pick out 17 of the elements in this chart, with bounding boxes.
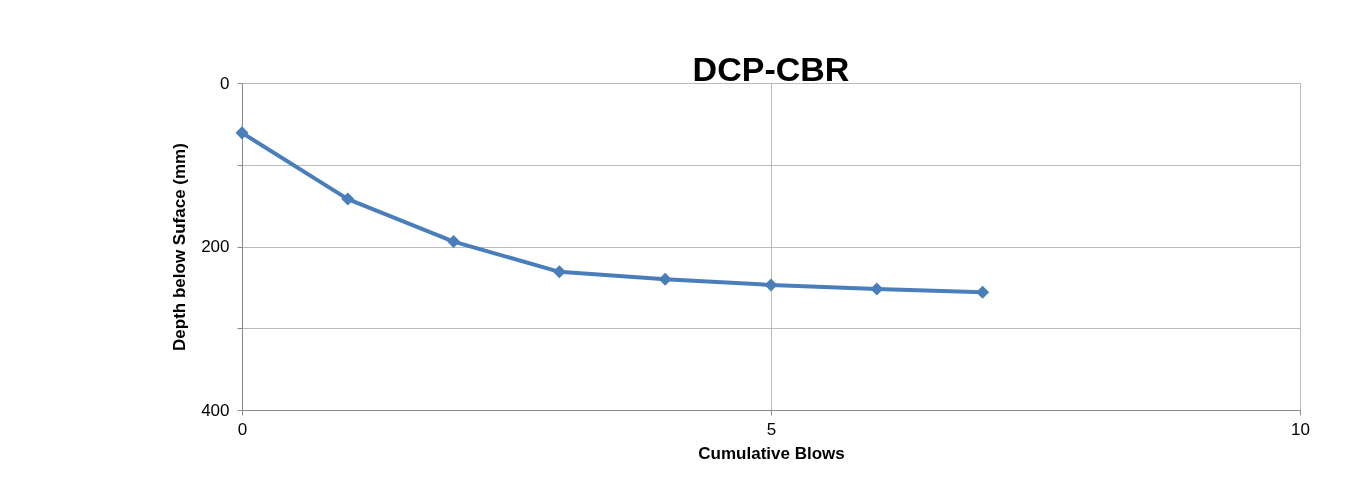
y-axis-title: Depth below Suface (mm) xyxy=(170,143,190,351)
y-tick-label: 200 xyxy=(201,237,230,256)
point xyxy=(976,285,990,299)
y-tick-label: 400 xyxy=(201,400,230,420)
point xyxy=(870,282,884,296)
x-tick-label: 10 xyxy=(1291,419,1310,439)
x-tick-label: 5 xyxy=(766,419,777,439)
point xyxy=(552,265,566,279)
point xyxy=(658,272,672,286)
y-tick-label: 0 xyxy=(220,73,230,93)
chart-title: DCP-CBR xyxy=(692,50,850,88)
x-axis-title: Cumulative Blows xyxy=(698,443,845,463)
x-tick-label: 0 xyxy=(237,419,248,439)
point xyxy=(341,192,355,206)
point xyxy=(447,235,461,249)
point xyxy=(235,126,249,140)
point xyxy=(764,278,778,292)
